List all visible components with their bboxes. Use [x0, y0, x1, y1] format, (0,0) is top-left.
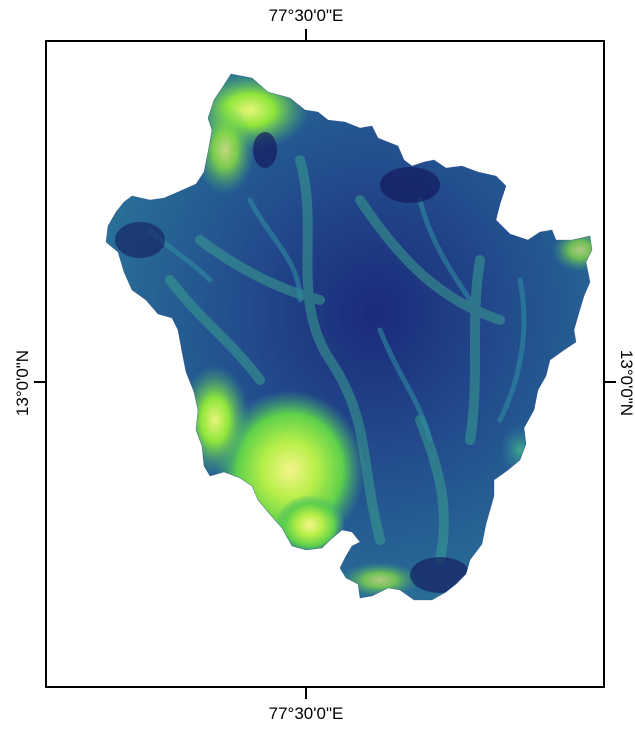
longitude-label-top: 77°30'0"E [268, 6, 344, 25]
latitude-label-right: 13°0'0"N [617, 349, 635, 417]
longitude-label-bottom: 77°30'0"E [268, 704, 344, 723]
latitude-label-left: 13°0'0"N [13, 349, 32, 417]
